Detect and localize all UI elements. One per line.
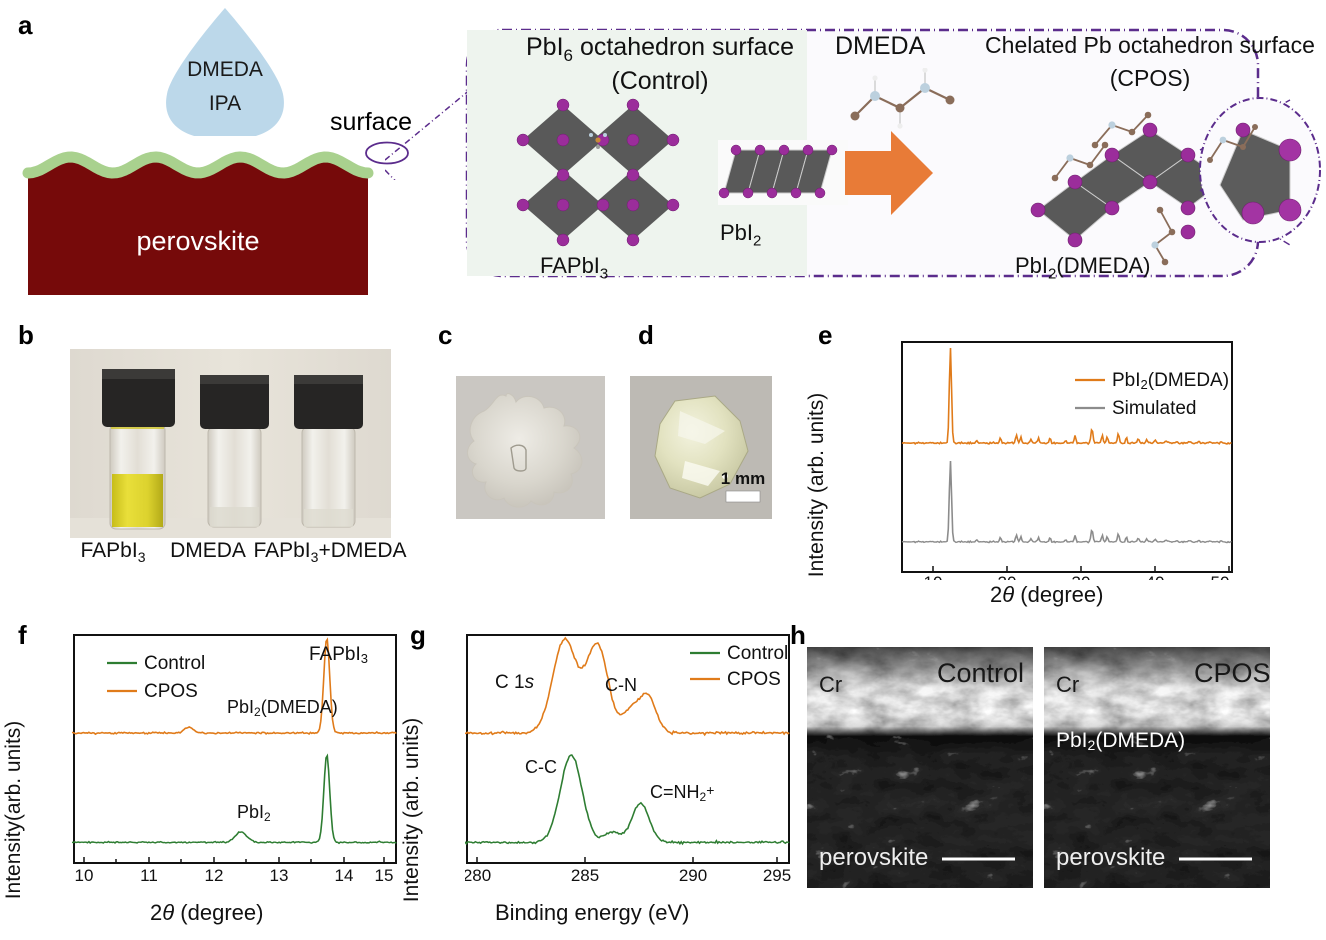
svg-text:IPA: IPA [209,92,241,115]
svg-text:50: 50 [1211,573,1230,580]
svg-text:CPOS: CPOS [727,669,781,690]
svg-text:12: 12 [205,866,224,885]
svg-text:PbI2(DMEDA): PbI2(DMEDA) [1112,370,1229,392]
svg-text:perovskite: perovskite [136,226,259,256]
svg-text:Cr: Cr [1056,672,1079,697]
svg-text:11: 11 [140,866,158,885]
svg-text:290: 290 [679,866,707,885]
svg-text:Control: Control [144,653,205,674]
svg-text:40: 40 [1146,573,1165,580]
svg-text:FAPbI3: FAPbI3 [309,644,368,666]
svg-text:10: 10 [75,866,94,885]
svg-text:280: 280 [465,866,491,885]
svg-text:15: 15 [375,866,394,885]
svg-text:Simulated: Simulated [1112,398,1197,419]
svg-text:13: 13 [270,866,289,885]
svg-text:Control: Control [937,658,1024,688]
svg-text:CPOS: CPOS [1194,658,1270,688]
svg-text:14: 14 [335,866,354,885]
svg-text:DMEDA: DMEDA [187,58,263,81]
svg-text:Cr: Cr [819,672,842,697]
svg-text:C-N: C-N [605,675,637,695]
svg-text:PbI2(DMEDA): PbI2(DMEDA) [1056,729,1185,753]
svg-text:10: 10 [924,573,943,580]
svg-text:C 1s: C 1s [495,672,535,693]
svg-text:CPOS: CPOS [144,681,198,702]
svg-text:1 mm: 1 mm [721,469,765,488]
svg-text:perovskite: perovskite [819,844,928,871]
svg-text:perovskite: perovskite [1056,844,1165,871]
svg-text:20: 20 [998,573,1017,580]
svg-text:PbI2(DMEDA): PbI2(DMEDA) [227,697,338,719]
svg-text:30: 30 [1072,573,1091,580]
svg-text:C-C: C-C [525,757,557,777]
svg-text:285: 285 [571,866,599,885]
